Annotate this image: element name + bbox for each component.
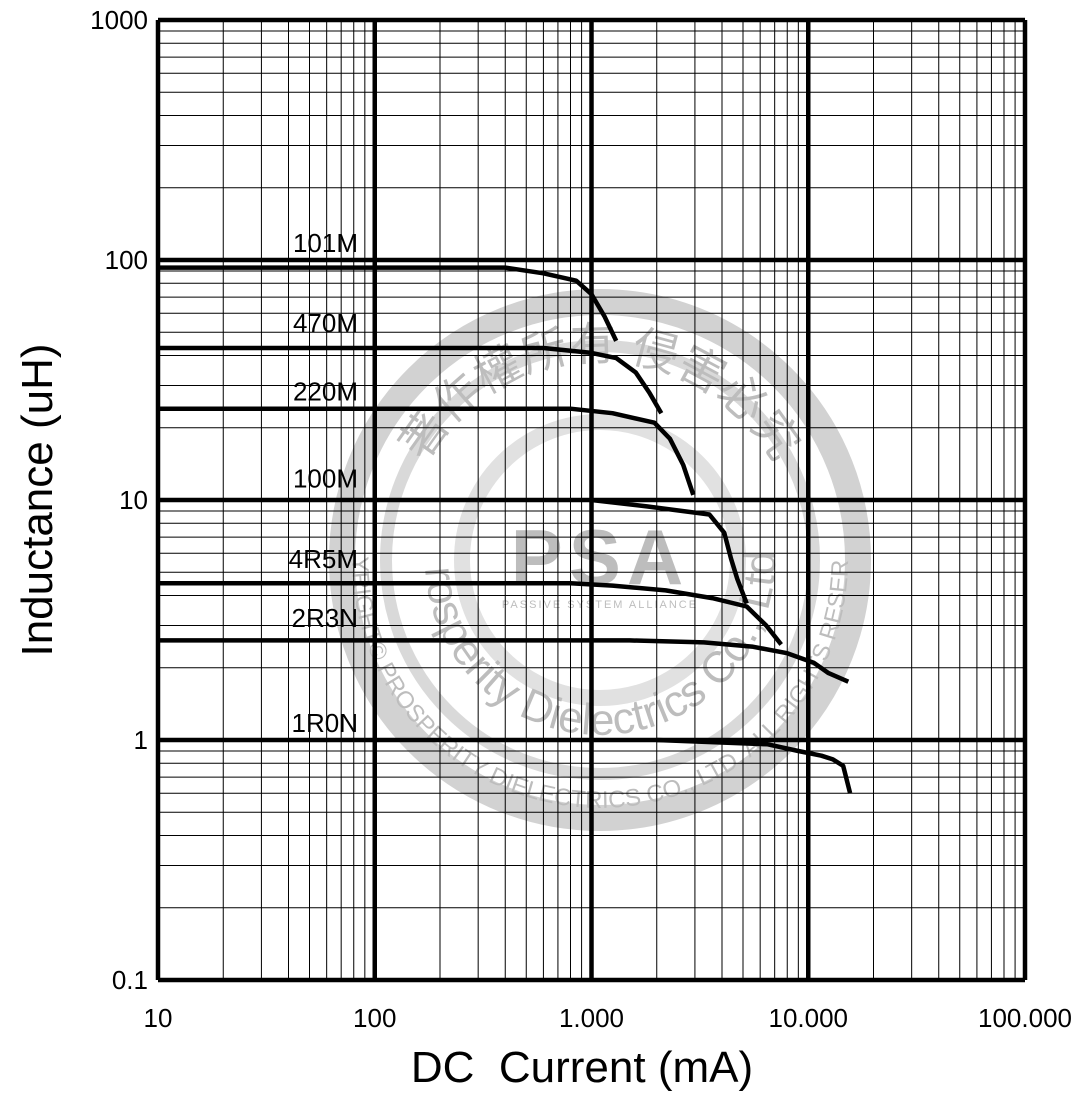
series-line-4r5m — [158, 580, 783, 646]
x-tick-label: 100.000 — [978, 1003, 1072, 1033]
series-line-1r0n — [656, 737, 853, 794]
x-tick-labels: 10 100 1.000 10.000 100.000 — [144, 1003, 1072, 1033]
series-line-100m — [591, 497, 749, 605]
y-tick-label: 1 — [134, 725, 148, 755]
series-labels: 101M 470M 220M 100M 4R5M 2R3N 1R0N — [289, 228, 358, 738]
seal-outer-ring — [329, 289, 871, 831]
seal-middle-ring — [380, 340, 820, 780]
series-label-470m: 470M — [293, 308, 358, 338]
y-tick-label: 10 — [119, 485, 148, 515]
y-tick-label: 100 — [105, 245, 148, 275]
series-label-2r3n: 2R3N — [292, 603, 358, 633]
x-tick-label: 100 — [353, 1003, 396, 1033]
x-axis-title: DC Current (mA) — [411, 1043, 753, 1092]
seal-inner-ring — [454, 414, 746, 706]
series-label-220m: 220M — [293, 376, 358, 406]
series-label-1r0n: 1R0N — [292, 708, 358, 738]
series-line-2r3n — [158, 638, 850, 684]
series-label-101m: 101M — [293, 228, 358, 258]
seal-logo: PSA — [511, 513, 689, 601]
y-tick-labels: 0.1 1 10 100 1000 — [90, 5, 148, 995]
series-label-4r5m: 4R5M — [289, 544, 358, 574]
series-lines — [158, 265, 853, 794]
y-tick-label: 1000 — [90, 5, 148, 35]
series-line-470m — [158, 345, 664, 415]
series-line-220m — [158, 406, 696, 496]
seal-subtitle: PASSIVE SYSTEM ALLIANCE — [502, 599, 698, 611]
x-tick-label: 1.000 — [559, 1003, 624, 1033]
y-axis-title: Inductance (uH) — [13, 343, 62, 656]
x-tick-label: 10.000 — [768, 1003, 848, 1033]
x-tick-label: 10 — [144, 1003, 173, 1033]
series-label-100m: 100M — [293, 463, 358, 493]
series-line-101m — [158, 265, 619, 342]
y-tick-label: 0.1 — [112, 965, 148, 995]
